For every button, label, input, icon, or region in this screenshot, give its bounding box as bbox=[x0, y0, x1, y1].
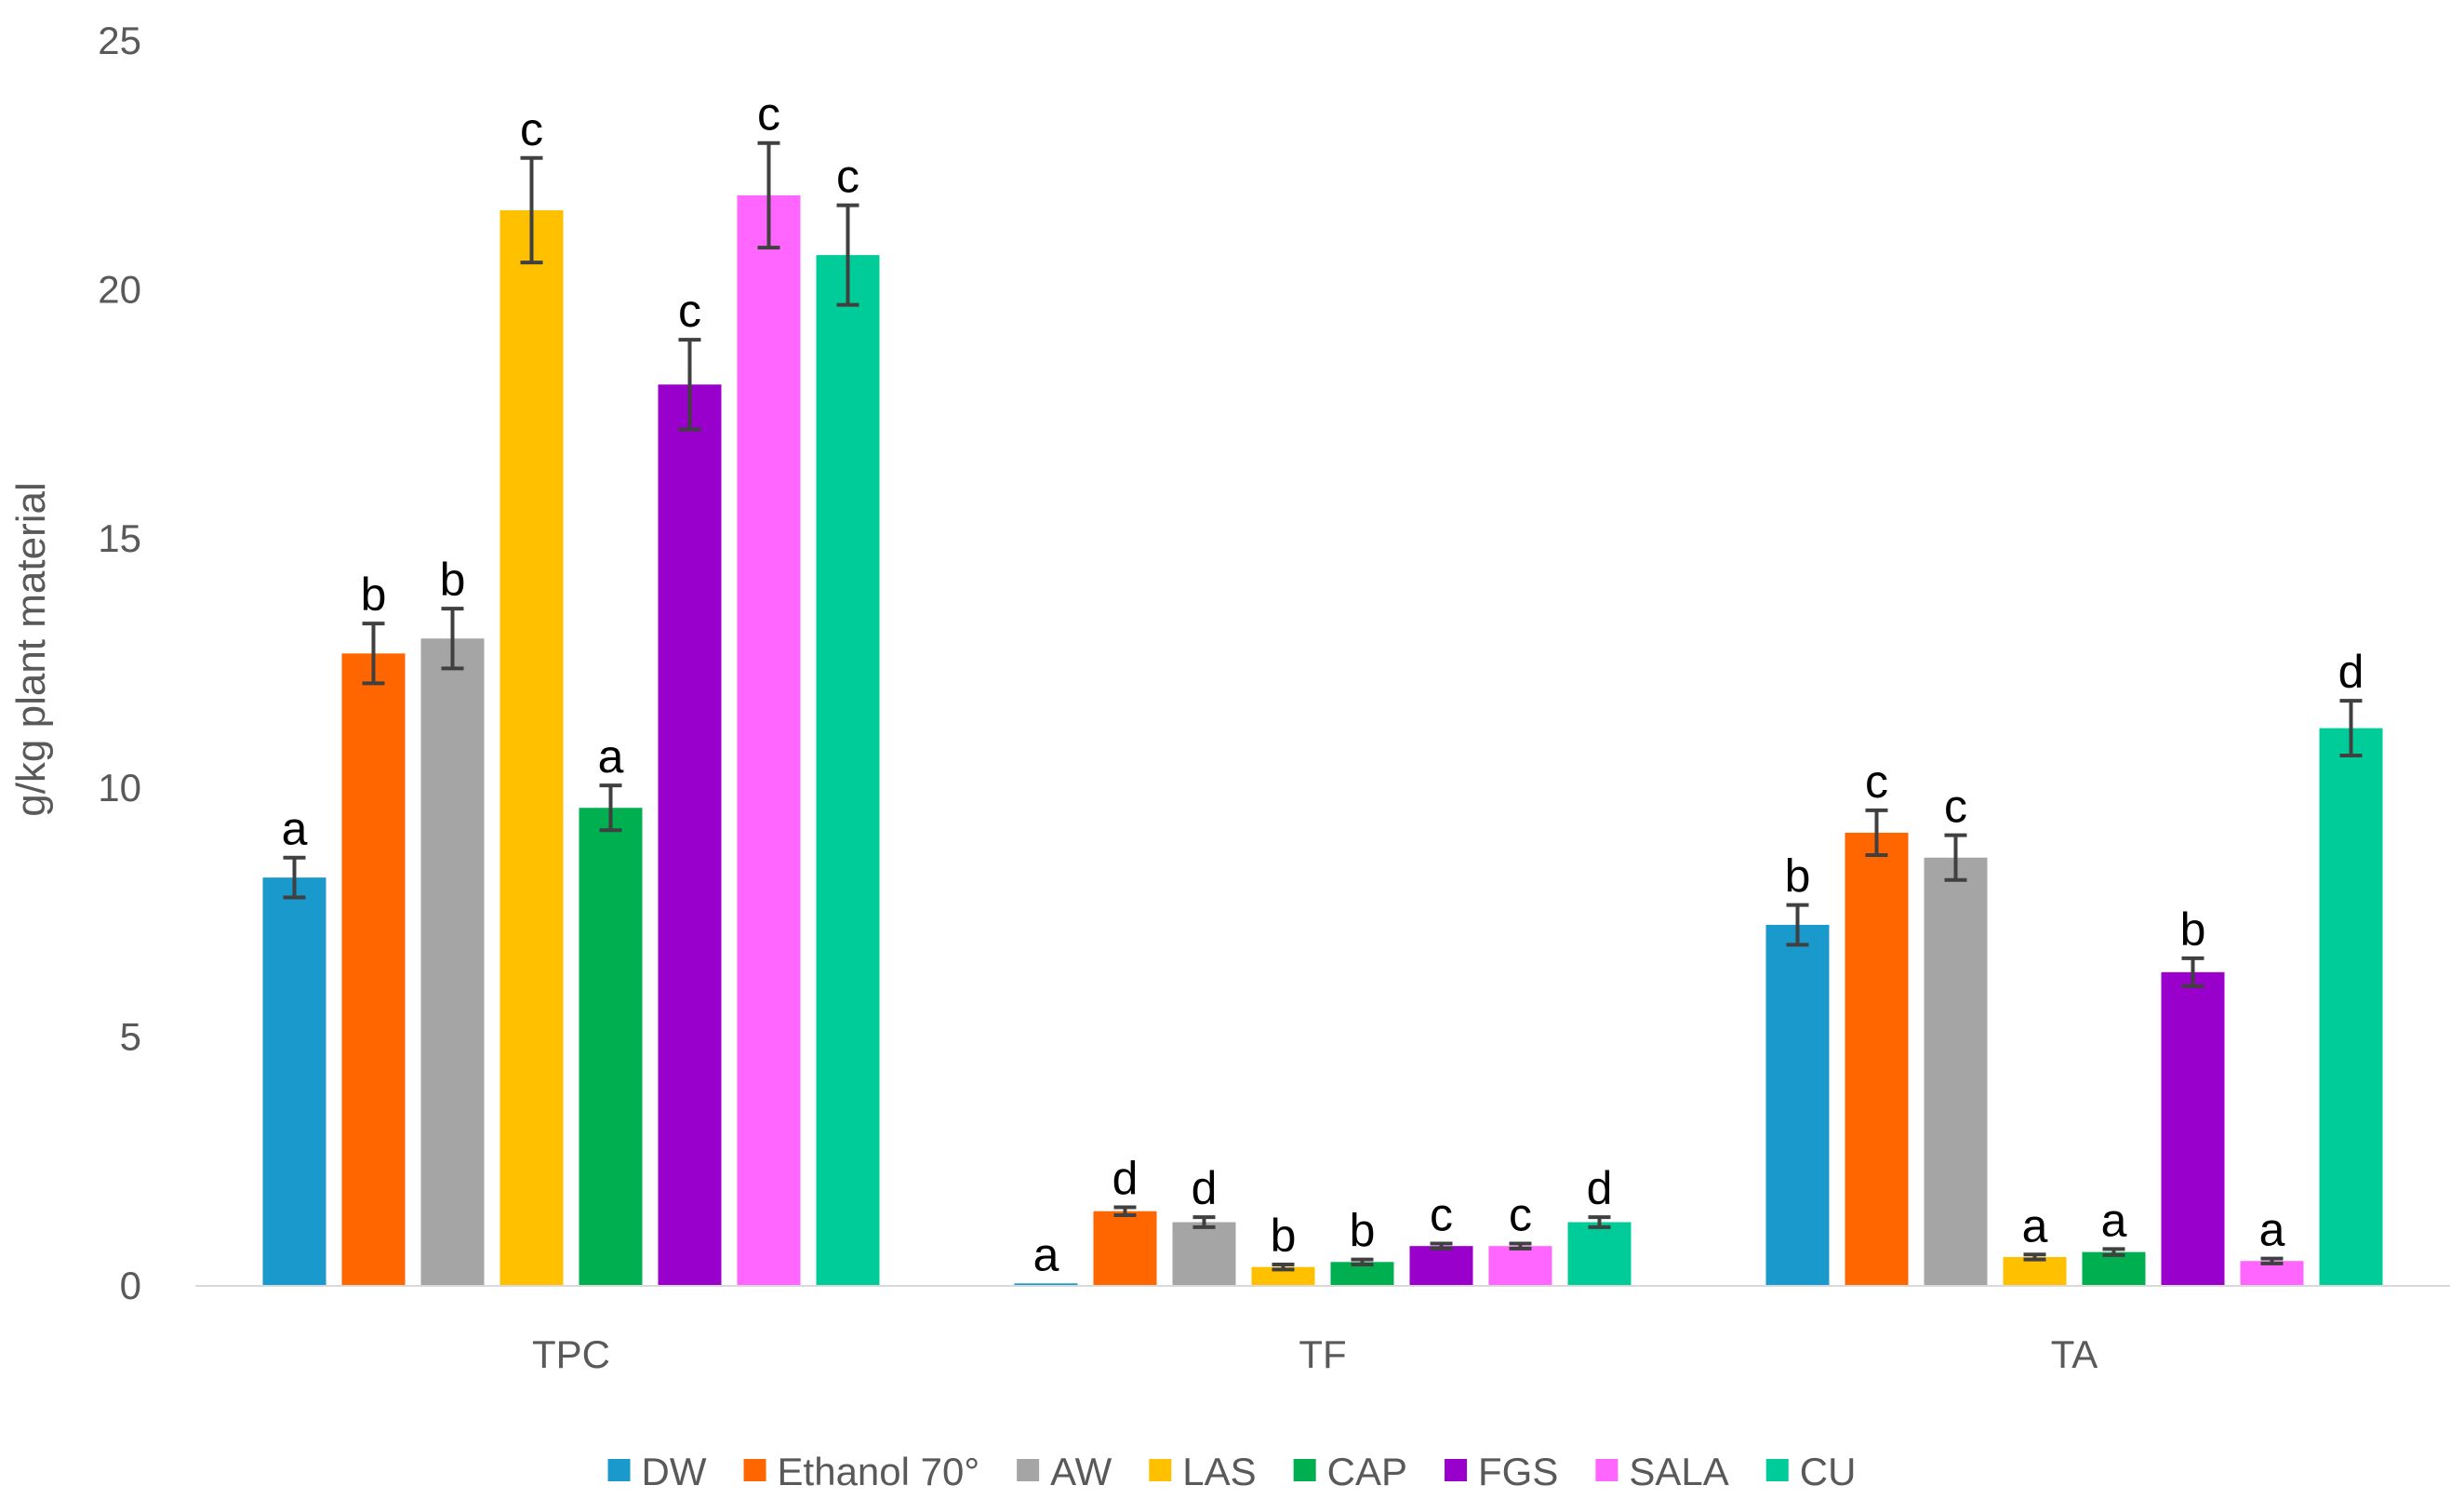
legend-item: SALA bbox=[1595, 1450, 1729, 1493]
significance-label: b bbox=[440, 554, 466, 606]
category-labels: TPC TF TA bbox=[532, 1332, 2098, 1376]
significance-label: c bbox=[520, 103, 543, 155]
bar bbox=[816, 255, 880, 1286]
bar bbox=[579, 808, 643, 1286]
legend-swatch bbox=[607, 1459, 631, 1481]
significance-label: a bbox=[1033, 1228, 1059, 1280]
significance-label: a bbox=[282, 803, 308, 855]
x-tick-label: TF bbox=[1299, 1332, 1346, 1376]
legend-item: CAP bbox=[1293, 1450, 1407, 1493]
legend-label: LAS bbox=[1182, 1450, 1256, 1493]
legend-label: AW bbox=[1050, 1450, 1112, 1493]
bar bbox=[1093, 1211, 1157, 1286]
bar bbox=[499, 209, 564, 1286]
legend-item: Ethanol 70° bbox=[743, 1450, 980, 1493]
significance-label: c bbox=[757, 88, 780, 140]
y-tick-label: 15 bbox=[98, 516, 141, 560]
significance-label: b bbox=[2180, 903, 2206, 956]
significance-label: b bbox=[1785, 850, 1811, 903]
legend-swatch bbox=[1765, 1459, 1789, 1481]
legend-label: SALA bbox=[1629, 1450, 1728, 1493]
significance-label: a bbox=[2259, 1204, 2285, 1256]
significance-label: c bbox=[836, 151, 859, 203]
y-tick-label: 0 bbox=[120, 1264, 141, 1307]
significance-label: a bbox=[2022, 1199, 2048, 1251]
y-tick-label: 10 bbox=[98, 766, 141, 810]
bar bbox=[420, 638, 485, 1286]
significance-label: b bbox=[361, 569, 387, 621]
significance-label: c bbox=[678, 285, 701, 337]
bar bbox=[658, 384, 722, 1287]
legend-swatch bbox=[1445, 1459, 1468, 1481]
bar bbox=[1409, 1246, 1473, 1286]
legend-label: CAP bbox=[1327, 1450, 1407, 1493]
legend-item: DW bbox=[607, 1450, 707, 1493]
bars: a b b c a c c c a d d b b c c d b c c a a b a d bbox=[262, 88, 2383, 1287]
bar bbox=[2319, 728, 2383, 1286]
significance-label: c bbox=[1865, 756, 1888, 808]
bar bbox=[1251, 1266, 1315, 1286]
x-tick-label: TA bbox=[2051, 1332, 2098, 1376]
legend: DW Ethanol 70° AW LAS CAP FGS SALA CU bbox=[607, 1450, 1857, 1493]
legend-item: FGS bbox=[1445, 1450, 1558, 1493]
legend-label: CU bbox=[1800, 1450, 1857, 1493]
legend-swatch bbox=[1293, 1459, 1316, 1481]
significance-label: a bbox=[598, 730, 624, 783]
bar bbox=[1567, 1222, 1632, 1286]
x-tick-label: TPC bbox=[532, 1332, 610, 1376]
legend-label: Ethanol 70° bbox=[778, 1450, 980, 1493]
legend-item: AW bbox=[1017, 1450, 1112, 1493]
bar bbox=[2082, 1251, 2146, 1286]
bar bbox=[1924, 857, 1988, 1286]
y-tick-label: 5 bbox=[120, 1014, 141, 1058]
legend-label: DW bbox=[642, 1450, 707, 1493]
significance-label: c bbox=[1509, 1189, 1532, 1241]
bar bbox=[1845, 832, 1909, 1286]
y-tick-label: 25 bbox=[98, 19, 141, 62]
legend-item: CU bbox=[1765, 1450, 1857, 1493]
significance-label: b bbox=[1271, 1210, 1297, 1262]
significance-label: c bbox=[1430, 1189, 1453, 1241]
legend-swatch bbox=[1595, 1459, 1618, 1481]
legend-label: FGS bbox=[1478, 1450, 1558, 1493]
y-axis-label: g/kg plant material bbox=[8, 482, 54, 817]
significance-label: d bbox=[1587, 1162, 1613, 1214]
legend-swatch bbox=[743, 1459, 766, 1481]
bar bbox=[737, 194, 801, 1287]
bar bbox=[262, 877, 326, 1286]
significance-label: b bbox=[1350, 1205, 1376, 1257]
significance-label: d bbox=[1112, 1152, 1139, 1204]
significance-label: d bbox=[2338, 646, 2364, 698]
significance-label: d bbox=[1192, 1162, 1218, 1214]
significance-label: a bbox=[2101, 1194, 2127, 1246]
bar bbox=[1172, 1222, 1236, 1286]
legend-item: LAS bbox=[1149, 1450, 1257, 1493]
legend-swatch bbox=[1017, 1459, 1040, 1481]
y-axis-ticks: 0 5 10 15 20 25 bbox=[98, 19, 141, 1307]
significance-label: c bbox=[1944, 781, 1967, 833]
y-tick-label: 20 bbox=[98, 268, 141, 312]
bar bbox=[1014, 1283, 1078, 1286]
bar bbox=[2003, 1256, 2067, 1286]
bar bbox=[341, 653, 406, 1286]
bar bbox=[1488, 1246, 1552, 1286]
legend-swatch bbox=[1149, 1459, 1172, 1481]
bar bbox=[2161, 971, 2225, 1286]
bar bbox=[1765, 924, 1830, 1286]
